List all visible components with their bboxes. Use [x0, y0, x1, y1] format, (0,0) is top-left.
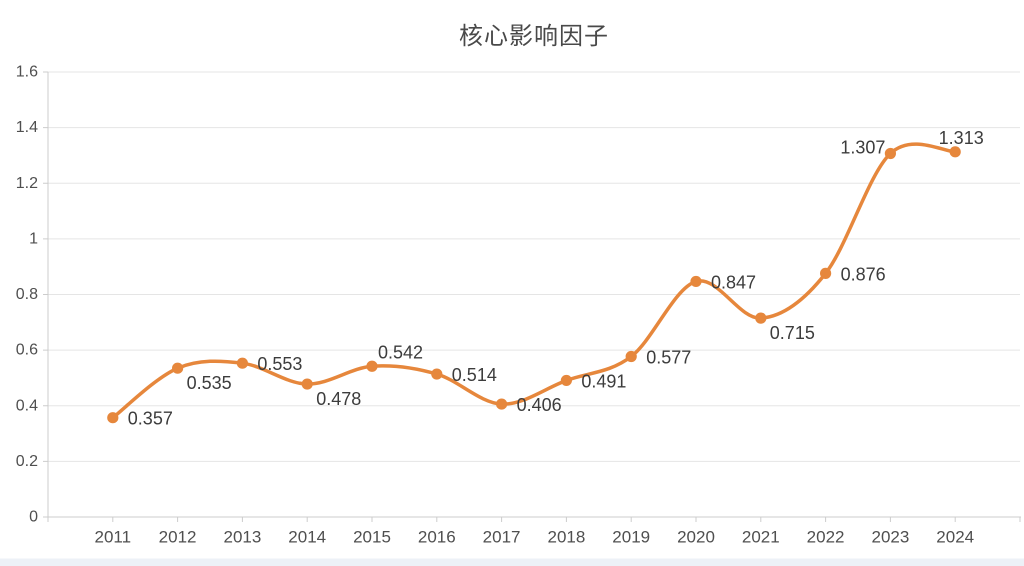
axes — [47, 72, 1021, 522]
svg-text:0.542: 0.542 — [378, 342, 423, 362]
svg-text:0: 0 — [29, 509, 38, 526]
data-point[interactable] — [820, 267, 832, 279]
data-point[interactable] — [301, 378, 313, 390]
svg-text:1.2: 1.2 — [16, 175, 38, 192]
svg-text:2012: 2012 — [159, 528, 197, 547]
svg-text:2013: 2013 — [223, 528, 261, 547]
svg-text:0.4: 0.4 — [16, 397, 38, 414]
data-point[interactable] — [949, 146, 961, 158]
data-point[interactable] — [496, 398, 508, 410]
x-axis-labels: 2011 2012 2013 2014 2015 2016 2017 2018 2019 2020… — [95, 528, 975, 547]
data-point[interactable] — [625, 350, 637, 363]
svg-text:0.357: 0.357 — [128, 409, 173, 429]
svg-text:2014: 2014 — [288, 528, 326, 547]
svg-text:0.406: 0.406 — [517, 395, 562, 415]
bottom-strip — [0, 558, 1024, 566]
svg-text:1.6: 1.6 — [16, 64, 38, 81]
data-point[interactable] — [884, 147, 897, 160]
svg-text:0.535: 0.535 — [187, 373, 232, 393]
data-point[interactable] — [236, 357, 248, 369]
svg-text:0.876: 0.876 — [841, 264, 886, 284]
svg-text:2023: 2023 — [871, 528, 909, 547]
svg-text:2011: 2011 — [95, 528, 132, 547]
data-point[interactable] — [560, 374, 573, 387]
svg-text:2015: 2015 — [353, 528, 391, 547]
svg-text:2022: 2022 — [807, 528, 845, 547]
data-point-markers[interactable] — [107, 146, 961, 424]
svg-text:0.8: 0.8 — [16, 286, 38, 303]
svg-text:2019: 2019 — [612, 528, 650, 547]
svg-text:2024: 2024 — [936, 528, 974, 547]
svg-text:0.514: 0.514 — [452, 365, 497, 385]
axis-ticks — [43, 71, 1021, 522]
svg-text:2017: 2017 — [483, 528, 521, 547]
data-point[interactable] — [107, 412, 119, 424]
svg-text:0.491: 0.491 — [581, 371, 626, 391]
y-axis-labels: 0 0.2 0.4 0.6 0.8 1 1.2 1.4 1.6 — [16, 64, 38, 526]
svg-text:1.4: 1.4 — [16, 119, 38, 136]
svg-text:2021: 2021 — [742, 528, 780, 547]
data-point[interactable] — [755, 312, 767, 324]
data-point[interactable] — [366, 360, 378, 372]
svg-text:2018: 2018 — [547, 528, 585, 547]
svg-text:0.847: 0.847 — [711, 272, 756, 292]
svg-text:1.313: 1.313 — [939, 128, 984, 148]
svg-text:2016: 2016 — [418, 528, 456, 547]
data-point[interactable] — [690, 275, 702, 288]
data-point[interactable] — [172, 362, 184, 374]
svg-text:0.715: 0.715 — [770, 323, 815, 343]
svg-text:0.478: 0.478 — [316, 389, 361, 409]
svg-text:0.577: 0.577 — [646, 348, 691, 368]
data-point[interactable] — [431, 368, 443, 380]
svg-text:1.307: 1.307 — [840, 137, 885, 157]
svg-text:0.6: 0.6 — [16, 342, 38, 359]
data-point-labels: 0.357 0.535 0.553 0.478 0.542 0.514 0.406 0.491… — [128, 128, 984, 429]
gridlines — [48, 71, 1020, 462]
svg-text:2020: 2020 — [677, 528, 715, 547]
chart-title: 核心影响因子 — [459, 23, 609, 50]
svg-text:0.2: 0.2 — [16, 453, 38, 470]
svg-text:0.553: 0.553 — [257, 354, 302, 374]
svg-text:1: 1 — [29, 230, 38, 247]
series-line[interactable] — [111, 142, 957, 420]
